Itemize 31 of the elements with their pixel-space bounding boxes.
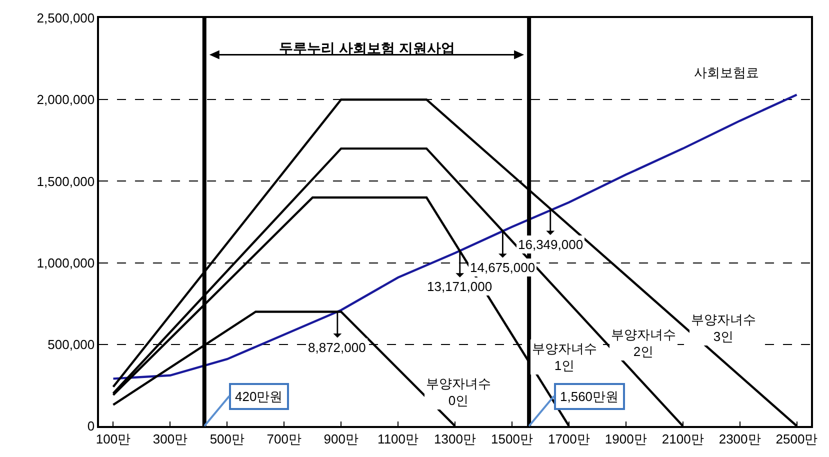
x-tick-label: 2100만 [662, 431, 704, 446]
x-tick-label: 1500만 [491, 431, 533, 446]
y-tick-label: 2,500,000 [36, 10, 95, 26]
ref-line-label: 420만원 [235, 389, 283, 404]
annotation: 8,872,000 [308, 340, 366, 355]
x-tick-label: 1700만 [548, 431, 590, 446]
x-tick-label: 100만 [96, 431, 131, 446]
x-tick-label: 500만 [210, 431, 245, 446]
series-label: 부양자녀수 2인 [611, 327, 676, 359]
series-label: 부양자녀수 3인 [691, 312, 756, 344]
x-tick-label: 1300만 [434, 431, 476, 446]
y-tick-label: 500,000 [48, 336, 95, 352]
y-tick-label: 1,000,000 [36, 255, 95, 270]
x-tick-label: 1900만 [604, 431, 647, 446]
y-tick-label: 1,500,000 [36, 174, 95, 189]
x-tick-label: 2500만 [776, 431, 818, 446]
x-tick-label: 1100만 [378, 431, 419, 446]
line-series [112, 94, 798, 380]
series-label: 부양자녀수 0인 [426, 376, 491, 408]
annotation: 14,675,000 [470, 260, 536, 275]
x-tick-label: 300만 [152, 431, 188, 446]
ref-line-label: 1,560만원 [560, 389, 619, 404]
annotation: 13,171,000 [427, 279, 492, 294]
y-tick-label: 2,000,000 [36, 92, 95, 108]
x-tick-label: 2300만 [718, 431, 761, 446]
y-tick-label: 0 [87, 418, 95, 434]
annotation: 16,349,000 [518, 237, 584, 252]
text: 사회보험료 [694, 65, 759, 80]
x-tick-label: 700만 [266, 431, 302, 446]
x-tick-label: 900만 [324, 431, 358, 446]
series-label: 부양자녀수 1인 [532, 341, 597, 373]
